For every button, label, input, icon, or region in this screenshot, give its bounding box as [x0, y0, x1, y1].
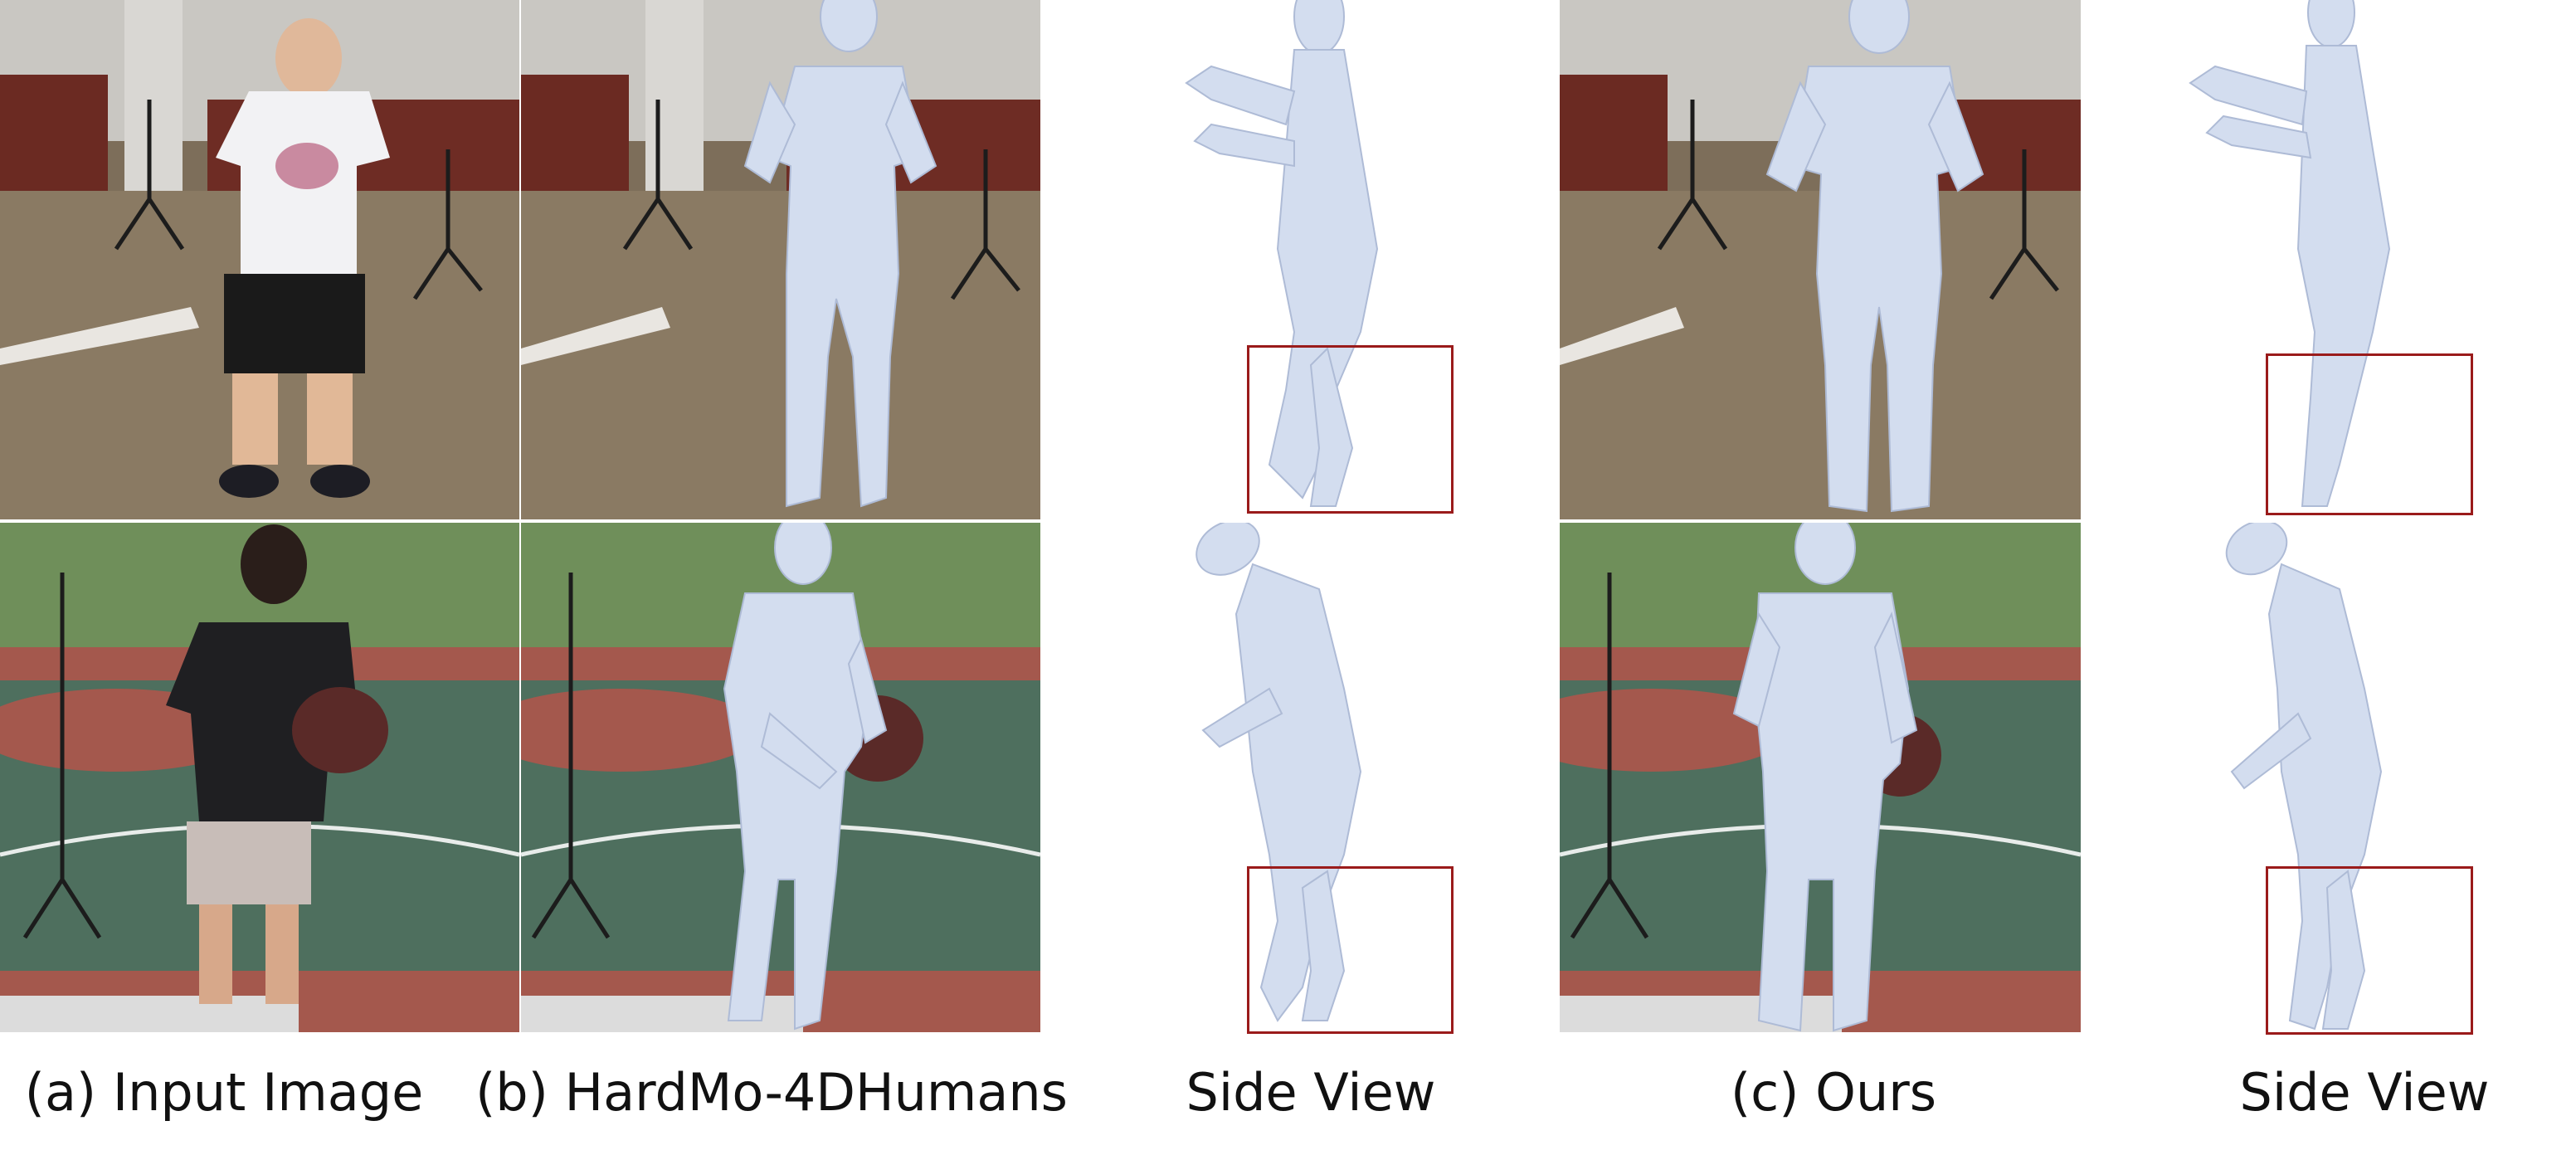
baseline-mesh-overlay-court — [521, 523, 1040, 1032]
zoom-box-baseline-court — [1247, 866, 1454, 1034]
ours-side-view-indoor — [2091, 0, 2576, 519]
caption-side-view-baseline: Side View — [1186, 1062, 1436, 1123]
ours-mesh-overlay-court — [1560, 523, 2081, 1032]
caption-ours: (c) Ours — [1730, 1062, 1937, 1123]
ours-side-view-court — [2091, 523, 2576, 1032]
input-image-court — [0, 523, 519, 1032]
caption-baseline: (b) HardMo-4DHumans — [475, 1062, 1068, 1123]
baseline-side-view-court — [1045, 523, 1576, 1032]
zoom-box-ours-court — [2266, 866, 2473, 1035]
baseline-mesh-overlay-indoor — [521, 0, 1040, 519]
zoom-box-baseline-indoor — [1247, 345, 1454, 514]
baseline-side-view-indoor — [1045, 0, 1576, 519]
caption-side-view-ours: Side View — [2239, 1062, 2490, 1123]
ours-mesh-overlay-indoor — [1560, 0, 2081, 519]
zoom-box-ours-indoor — [2266, 353, 2473, 515]
input-image-indoor — [0, 0, 519, 519]
caption-input-image: (a) Input Image — [24, 1062, 424, 1123]
